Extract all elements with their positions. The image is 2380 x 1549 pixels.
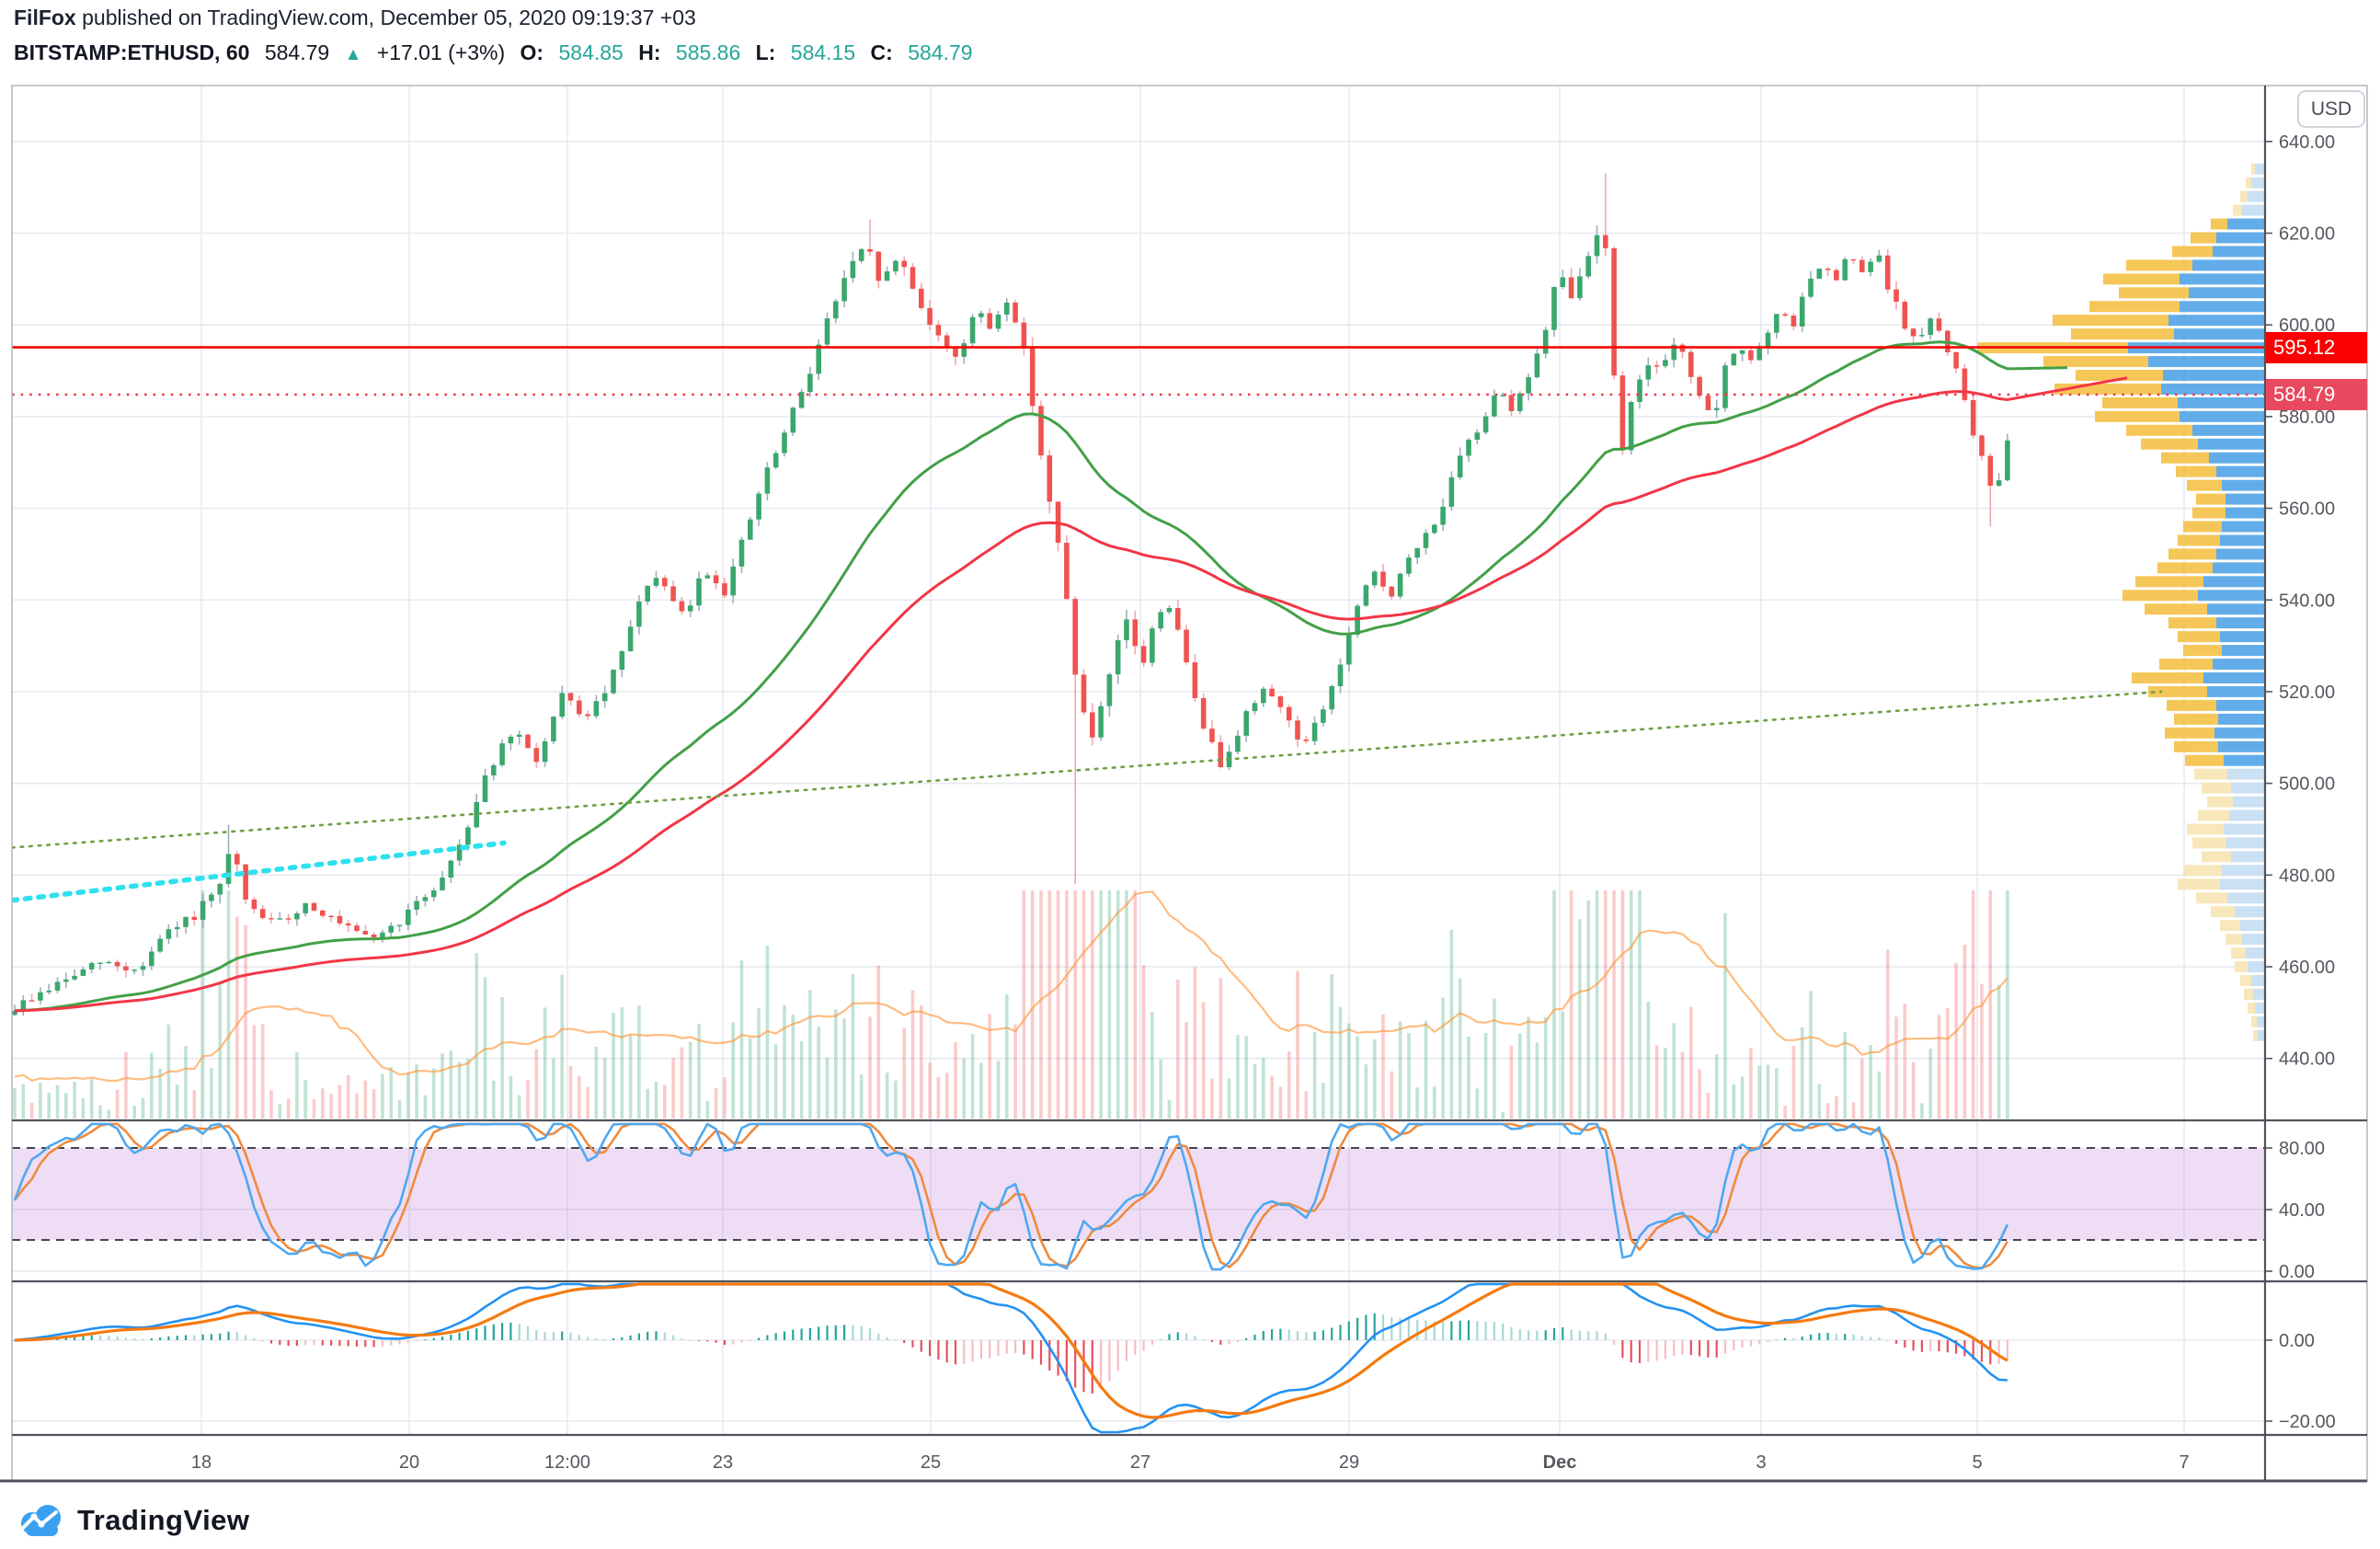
macd-line bbox=[14, 1282, 2008, 1434]
currency-unit-button[interactable]: USD bbox=[2297, 90, 2365, 128]
tradingview-logo[interactable]: TradingView bbox=[15, 1501, 250, 1540]
low-value: 584.15 bbox=[790, 40, 856, 64]
price-tick-label: 620.00 bbox=[2279, 224, 2335, 245]
volume-bars bbox=[13, 890, 2009, 1119]
time-tick-label: 29 bbox=[1339, 1452, 1359, 1473]
volume-ma-line bbox=[14, 890, 2008, 1083]
close-value: 584.79 bbox=[908, 40, 973, 64]
open-label: O: bbox=[520, 40, 544, 64]
symbol-name: BITSTAMP:ETHUSD, 60 bbox=[14, 40, 250, 64]
trendline-cyan bbox=[12, 840, 507, 903]
time-tick-label: 25 bbox=[921, 1452, 941, 1473]
price-tick-label: 460.00 bbox=[2279, 958, 2335, 978]
time-scale-region[interactable] bbox=[12, 1435, 2265, 1481]
indicator-tick-label: −20.00 bbox=[2279, 1412, 2336, 1432]
indicator-tick-label: 0.00 bbox=[2279, 1331, 2315, 1351]
price-tick-label: 640.00 bbox=[2279, 132, 2335, 153]
indicator-tick-label: 40.00 bbox=[2279, 1200, 2325, 1221]
price-tick-label: 540.00 bbox=[2279, 591, 2335, 611]
price-level-badge: 595.12 bbox=[2266, 331, 2367, 363]
open-value: 584.85 bbox=[558, 40, 624, 64]
price-tick-label: 440.00 bbox=[2279, 1050, 2335, 1070]
price-tick-label: 480.00 bbox=[2279, 866, 2335, 886]
ema-slow-line bbox=[14, 376, 2128, 1013]
attribution-text: published on TradingView.com, December 0… bbox=[75, 6, 696, 29]
trendline-green bbox=[12, 690, 2163, 849]
close-label: C: bbox=[870, 40, 893, 64]
volume-profile bbox=[1977, 163, 2264, 1041]
attribution-line: FilFox published on TradingView.com, Dec… bbox=[14, 6, 696, 30]
low-label: L: bbox=[755, 40, 776, 64]
time-tick-label: 27 bbox=[1130, 1452, 1150, 1473]
tradingview-cloud-icon bbox=[21, 1505, 61, 1536]
author-name: FilFox bbox=[14, 6, 76, 29]
time-tick-label: 7 bbox=[2179, 1452, 2189, 1473]
indicator-tick-label: 0.00 bbox=[2279, 1262, 2315, 1282]
symbol-info-line: BITSTAMP:ETHUSD, 60 584.79 ▲ +17.01 (+3%… bbox=[14, 40, 982, 65]
macd-pane bbox=[13, 1282, 2008, 1434]
price-scale-region[interactable] bbox=[2265, 86, 2367, 1481]
time-tick-label: 3 bbox=[1756, 1452, 1766, 1473]
price-tick-label: 500.00 bbox=[2279, 774, 2335, 795]
last-price: 584.79 bbox=[264, 40, 330, 64]
indicator-tick-label: 80.00 bbox=[2279, 1139, 2325, 1159]
stoch-k-line bbox=[13, 1122, 2009, 1271]
high-value: 585.86 bbox=[675, 40, 741, 64]
time-tick-label: 5 bbox=[1972, 1452, 1982, 1473]
time-tick-label: 20 bbox=[399, 1452, 419, 1473]
high-label: H: bbox=[638, 40, 661, 64]
time-tick-label: 12:00 bbox=[544, 1452, 590, 1473]
price-up-arrow-icon: ▲ bbox=[344, 45, 362, 64]
price-tick-label: 560.00 bbox=[2279, 499, 2335, 520]
tradingview-logo-text: TradingView bbox=[77, 1504, 250, 1536]
macd-signal-line bbox=[14, 1282, 2008, 1419]
price-change: +17.01 (+3%) bbox=[376, 40, 506, 64]
time-tick-label: Dec bbox=[1543, 1452, 1577, 1473]
time-tick-label: 18 bbox=[191, 1452, 212, 1473]
time-tick-label: 23 bbox=[713, 1452, 733, 1473]
candles bbox=[12, 173, 2010, 1016]
gridlines bbox=[12, 86, 2265, 1435]
stochastic-pane bbox=[12, 1122, 2265, 1271]
price-tick-label: 580.00 bbox=[2279, 407, 2335, 428]
ema-fast-line bbox=[14, 340, 2068, 1013]
last-price-badge: 584.79 bbox=[2266, 379, 2367, 410]
price-tick-label: 520.00 bbox=[2279, 683, 2335, 703]
main-pane bbox=[12, 163, 2265, 1119]
price-tick-label: 600.00 bbox=[2279, 316, 2335, 336]
